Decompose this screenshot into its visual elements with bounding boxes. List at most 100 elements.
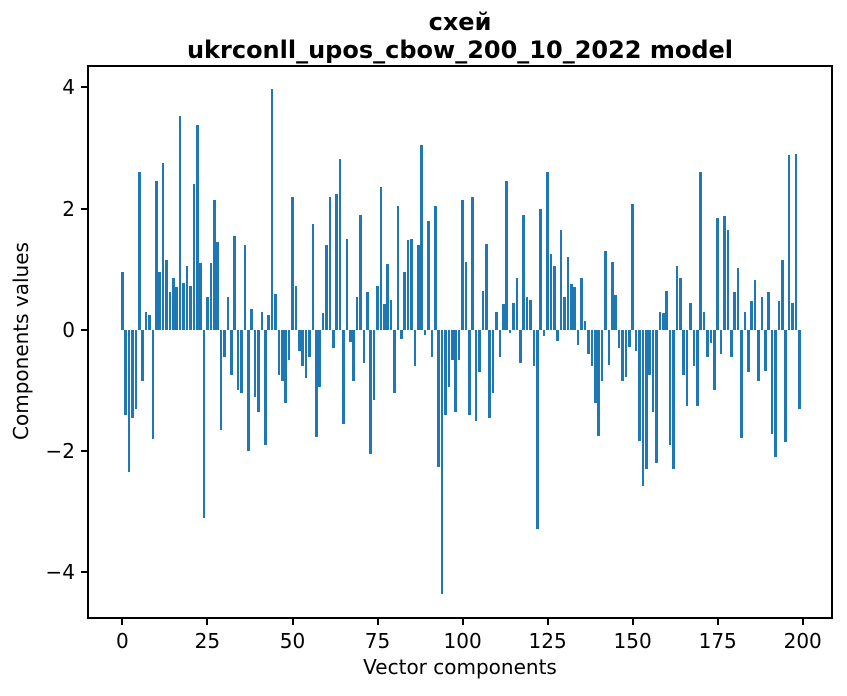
bar — [757, 329, 760, 382]
bar — [702, 311, 706, 330]
bar — [325, 245, 328, 330]
bar — [729, 329, 733, 358]
bar — [199, 263, 202, 330]
bar — [335, 193, 338, 330]
bar — [542, 329, 546, 336]
bar — [410, 239, 413, 330]
x-tick-mark — [206, 619, 209, 625]
bar — [420, 145, 424, 330]
y-tick-mark — [81, 86, 87, 89]
bar — [750, 300, 753, 330]
bar — [485, 243, 488, 330]
bar — [546, 172, 549, 330]
bar — [549, 254, 553, 330]
bar — [519, 329, 522, 364]
bar — [165, 260, 168, 330]
y-tick-label: −2 — [45, 439, 75, 464]
bar — [665, 290, 668, 330]
bar — [672, 329, 675, 470]
y-tick-mark — [81, 328, 87, 331]
bar — [464, 262, 468, 330]
bar — [655, 329, 658, 464]
bar — [505, 181, 509, 330]
bar — [553, 266, 556, 330]
bar — [457, 329, 461, 361]
bar — [536, 329, 539, 529]
bar — [781, 260, 784, 330]
bar — [638, 329, 641, 442]
bar — [192, 184, 196, 330]
y-tick-label: 4 — [62, 75, 75, 100]
bar — [733, 292, 736, 330]
bar — [566, 257, 570, 330]
bar — [263, 329, 267, 446]
x-tick-mark — [461, 619, 464, 625]
bar — [763, 329, 767, 372]
bar — [614, 294, 617, 330]
y-tick-mark — [81, 207, 87, 210]
bar — [689, 302, 692, 330]
bar — [787, 155, 791, 330]
y-tick-label: 2 — [62, 196, 75, 221]
bar — [607, 329, 611, 366]
bar — [515, 278, 519, 330]
bar — [767, 292, 770, 330]
bar — [396, 205, 400, 330]
bar — [379, 187, 383, 330]
bar — [770, 329, 774, 435]
bar — [209, 263, 213, 330]
bar — [709, 329, 713, 344]
bar — [287, 329, 291, 361]
bar — [447, 329, 451, 388]
bar — [580, 278, 583, 330]
bar — [471, 196, 475, 330]
bar — [393, 329, 396, 394]
bar — [525, 296, 529, 330]
bar — [304, 329, 308, 379]
x-tick-mark — [631, 619, 634, 625]
x-tick-mark — [376, 619, 379, 625]
bar — [498, 329, 502, 358]
x-tick-mark — [121, 619, 124, 625]
bar — [297, 329, 301, 352]
bar — [576, 329, 580, 346]
bar — [260, 311, 264, 330]
y-axis-label: Components values — [9, 242, 33, 440]
bar — [386, 264, 390, 330]
y-tick-mark — [81, 450, 87, 453]
bar — [587, 329, 590, 355]
bar — [502, 304, 505, 330]
bar — [321, 312, 325, 330]
bar — [743, 311, 747, 330]
bar — [658, 311, 662, 330]
bar — [529, 299, 532, 330]
bar — [403, 272, 407, 330]
bar — [461, 199, 464, 330]
bar — [508, 329, 512, 333]
chart-title-line2: ukrconll_upos_cbow_200_10_2022 model — [186, 35, 734, 64]
bar — [661, 312, 665, 330]
bar — [593, 329, 597, 403]
bar — [219, 329, 223, 430]
bar — [512, 302, 515, 330]
bar — [274, 293, 277, 330]
bar — [161, 163, 165, 330]
bar — [362, 329, 366, 364]
bar — [627, 329, 631, 347]
y-tick-label: −4 — [45, 560, 75, 585]
bar — [631, 203, 634, 330]
bar — [437, 329, 441, 468]
x-tick-label: 150 — [613, 629, 652, 653]
bar — [155, 181, 158, 330]
bar — [668, 329, 672, 446]
bar — [243, 245, 247, 330]
bar — [651, 329, 655, 412]
bar — [206, 296, 209, 330]
x-tick-mark — [716, 619, 719, 625]
bar — [468, 329, 471, 415]
bar — [777, 300, 781, 330]
bar — [189, 286, 192, 330]
bar — [121, 272, 124, 330]
bar — [760, 296, 764, 330]
bar — [124, 329, 128, 415]
